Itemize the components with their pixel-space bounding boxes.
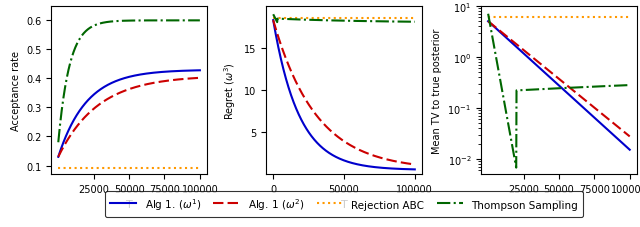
Y-axis label: Mean TV to true posterior: Mean TV to true posterior: [432, 28, 442, 153]
X-axis label: T: T: [125, 200, 132, 210]
Y-axis label: Acceptance rate: Acceptance rate: [10, 51, 20, 131]
Y-axis label: Regret ($\omega^3$): Regret ($\omega^3$): [223, 62, 239, 119]
X-axis label: T: T: [556, 200, 563, 210]
X-axis label: T: T: [340, 200, 348, 210]
Legend: Alg 1. ($\omega^1$), Alg. 1 ($\omega^2$), Rejection ABC, Thompson Sampling: Alg 1. ($\omega^1$), Alg. 1 ($\omega^2$)…: [105, 191, 583, 217]
